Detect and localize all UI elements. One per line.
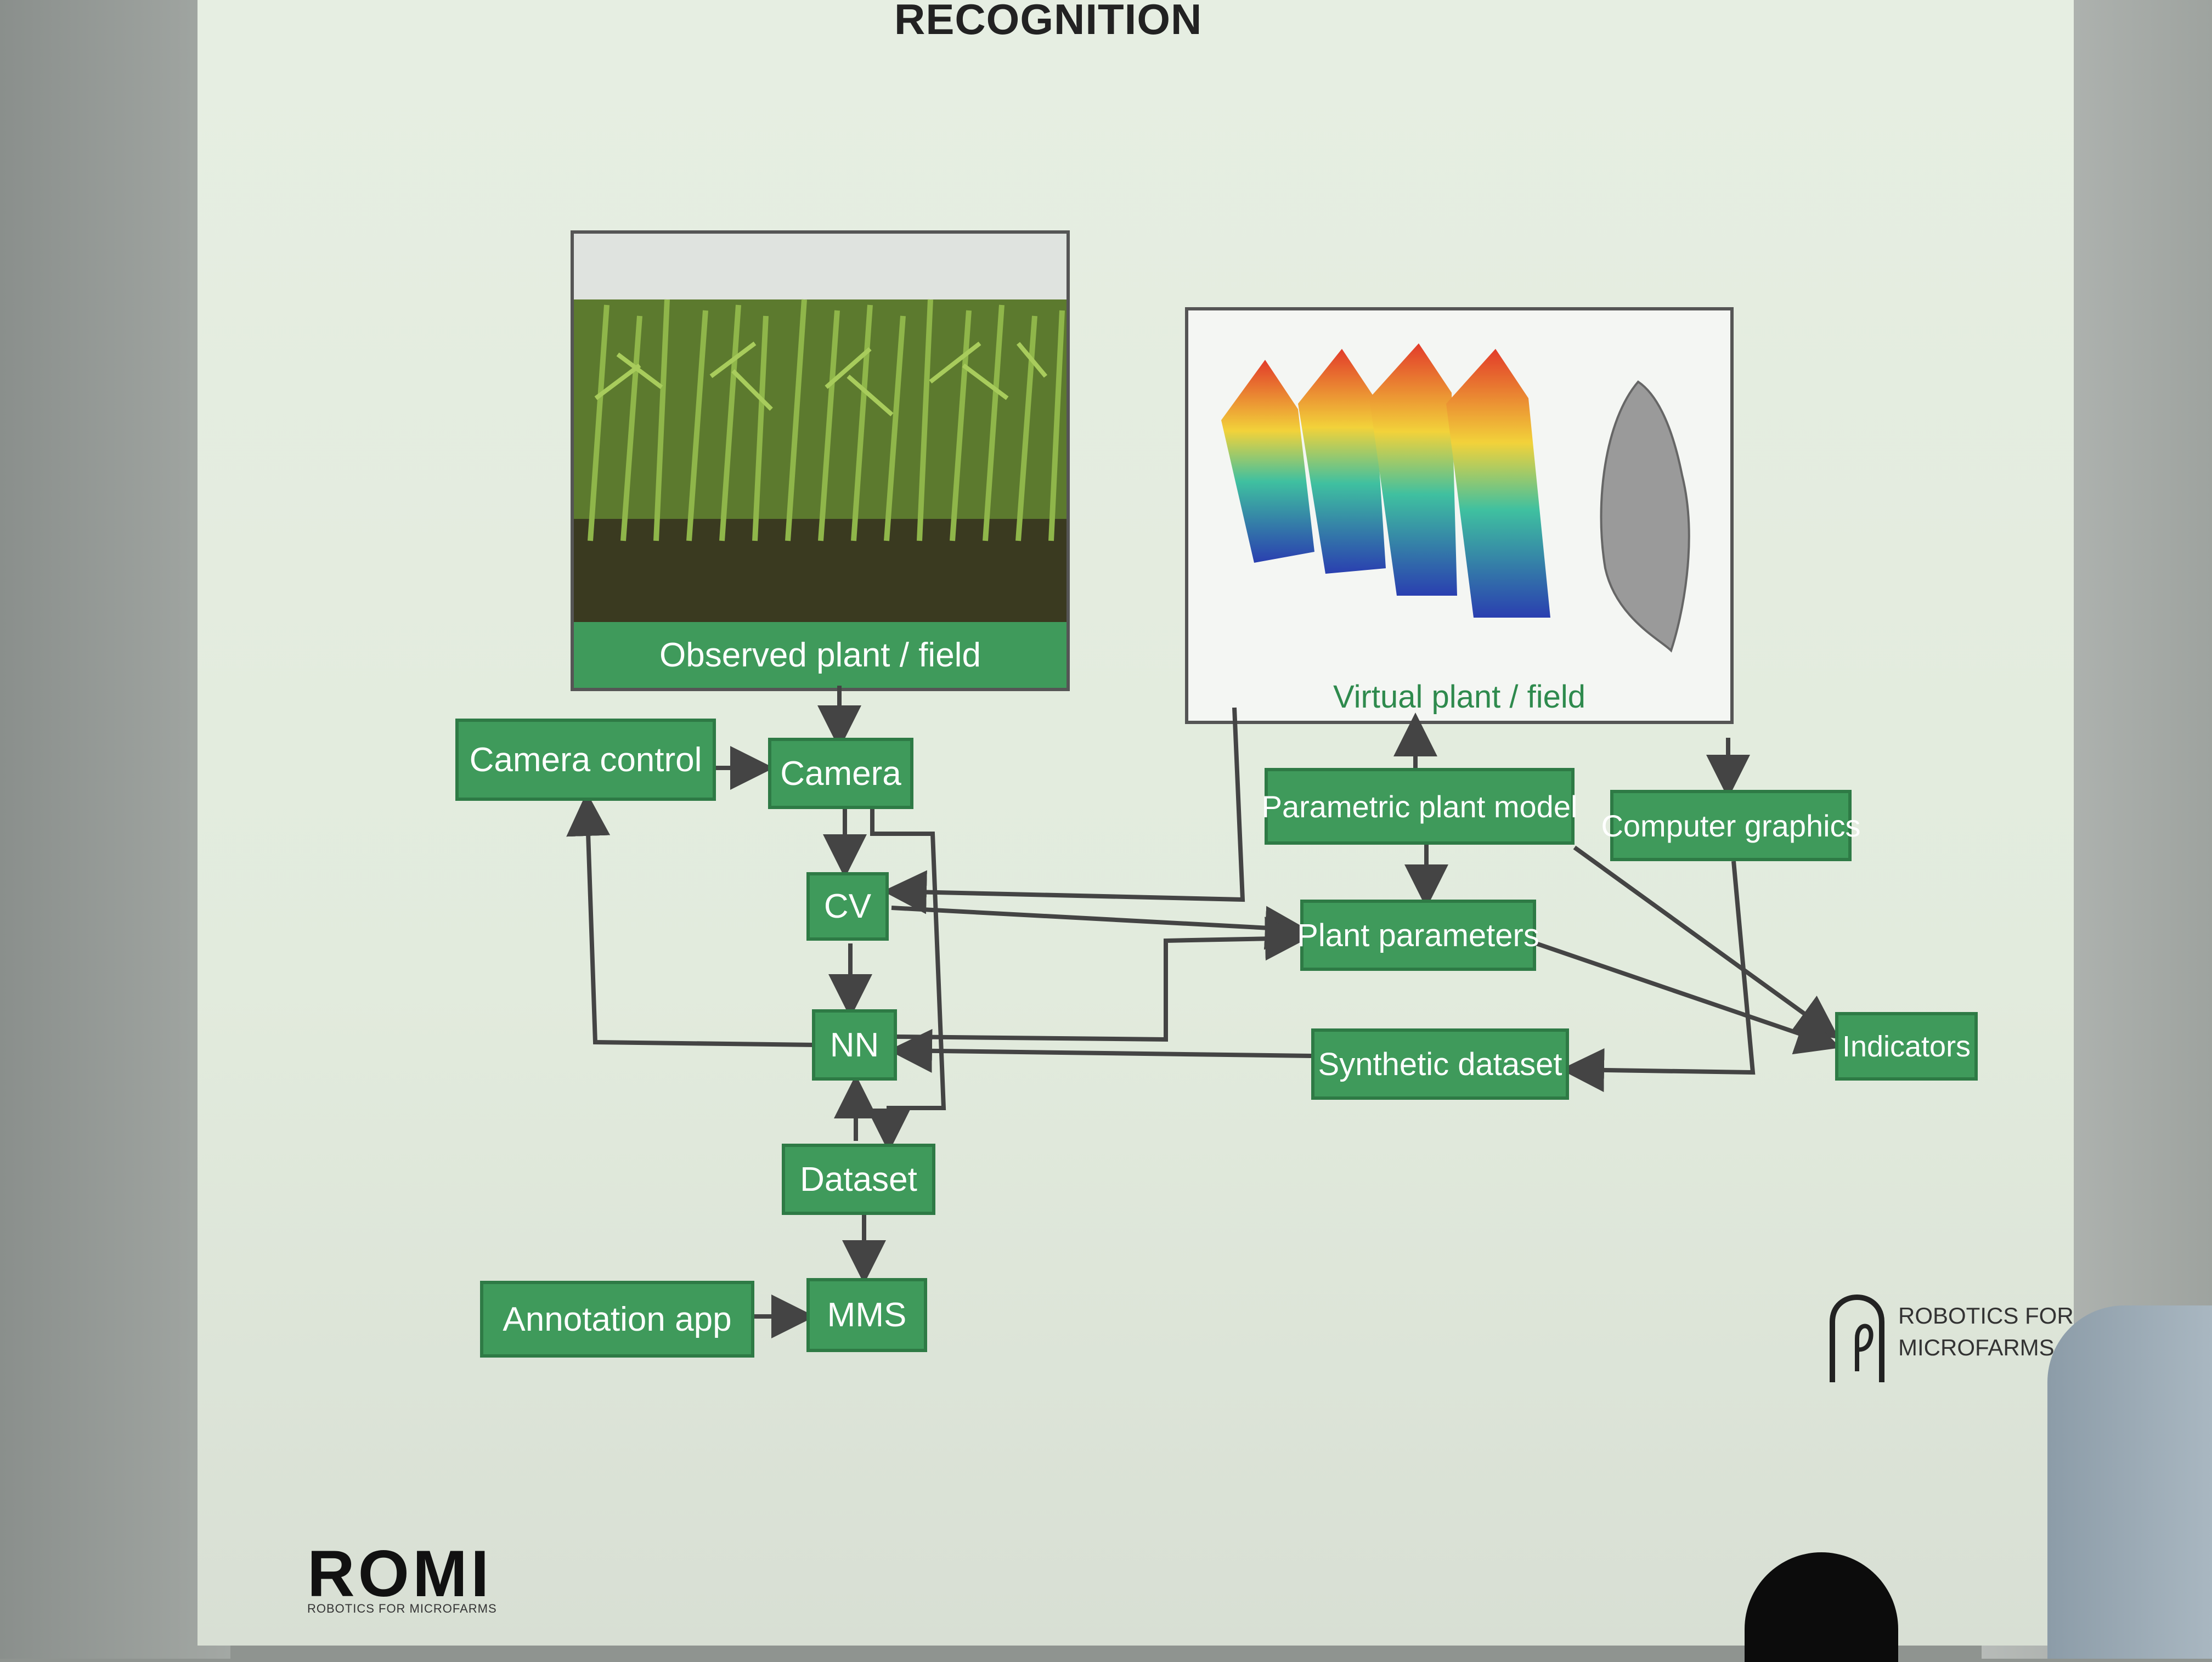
mms-node: MMS <box>806 1278 927 1352</box>
observed-plant-label: Observed plant / field <box>574 622 1066 688</box>
presenter-silhouette <box>2047 1305 2212 1659</box>
observed-plant-panel: Observed plant / field <box>571 230 1070 691</box>
edge-synthetic-nn <box>888 1028 1312 1073</box>
room-wall-left <box>0 0 230 1659</box>
camera-control-node: Camera control <box>455 719 716 801</box>
virtual-plant-label: Virtual plant / field <box>1333 679 1585 715</box>
leaf-shape <box>1600 380 1690 653</box>
dataset-label: Dataset <box>800 1160 917 1199</box>
nn-label: NN <box>830 1026 879 1064</box>
virtual-plant-render <box>1221 343 1690 653</box>
edge-camera-dataset <box>867 809 946 1152</box>
plant-parameters-label: Plant parameters <box>1297 917 1539 953</box>
annotation-app-node: Annotation app <box>480 1281 754 1358</box>
camera-node: Camera <box>768 738 913 809</box>
annotation-app-label: Annotation app <box>503 1300 732 1338</box>
synthetic-dataset-label: Synthetic dataset <box>1318 1046 1562 1082</box>
indicators-label: Indicators <box>1842 1030 1971 1063</box>
parametric-plant-model-node: Parametric plant model <box>1261 768 1578 845</box>
edge-cv-plantparams <box>891 906 1309 950</box>
edge-computergraphics-synthetic <box>1560 861 1756 1092</box>
romi-logo: ROMI <box>307 1537 493 1610</box>
nn-node: NN <box>812 1009 897 1081</box>
corn-field-image <box>574 234 1066 629</box>
edge-virtual-cv <box>883 707 1245 914</box>
edge-plantparams-indicators <box>1535 941 1841 1055</box>
virtual-plant-panel: Virtual plant / field <box>1185 307 1734 724</box>
parametric-plant-model-label: Parametric plant model <box>1261 789 1578 824</box>
edge-parametric-indicators <box>1573 845 1839 1039</box>
robotics-for-microfarms-logo-text: ROBOTICS FOR MICROFARMS <box>1898 1300 2074 1364</box>
camera-label: Camera <box>780 754 901 793</box>
camera-control-label: Camera control <box>469 740 702 779</box>
logo-line-2: MICROFARMS <box>1898 1335 2055 1360</box>
romi-logo-subtitle: ROBOTICS FOR MICROFARMS <box>307 1602 497 1615</box>
logo-line-1: ROBOTICS FOR <box>1898 1303 2074 1329</box>
computer-graphics-node: Computer graphics <box>1601 790 1861 861</box>
slide-title: RECOGNITION <box>894 0 1203 43</box>
mms-label: MMS <box>827 1296 907 1334</box>
robotics-for-microfarms-icon <box>1830 1294 1884 1382</box>
cv-node: CV <box>806 872 889 941</box>
plant-parameters-node: Plant parameters <box>1297 900 1539 971</box>
synthetic-dataset-node: Synthetic dataset <box>1311 1028 1569 1100</box>
indicators-node: Indicators <box>1835 1012 1978 1081</box>
edge-nn-plantparams <box>896 917 1309 1042</box>
computer-graphics-label: Computer graphics <box>1601 808 1861 843</box>
cv-label: CV <box>823 887 872 925</box>
edge-nn-cameracontrol <box>566 792 815 1047</box>
dataset-node: Dataset <box>782 1144 935 1215</box>
